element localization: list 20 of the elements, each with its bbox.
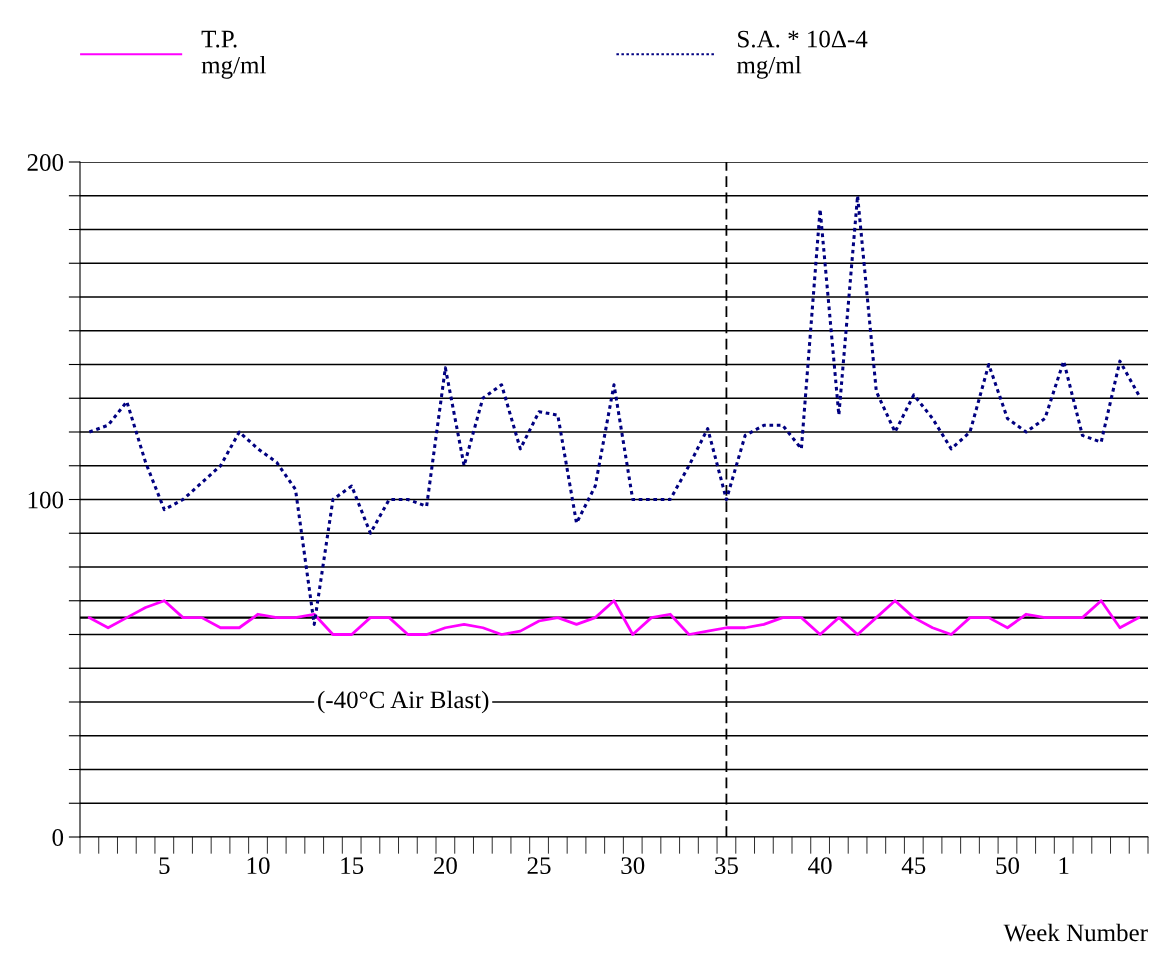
y-tick-label: 0 bbox=[52, 829, 64, 846]
x-tick-label: 45 bbox=[901, 857, 926, 875]
x-tick-label: 1 bbox=[1059, 857, 1069, 874]
x-tick-label: 10 bbox=[247, 857, 270, 875]
legend-label: T.P. mg/ml bbox=[201, 30, 266, 79]
x-tick-label: 25 bbox=[527, 857, 551, 875]
line-series bbox=[87, 599, 1141, 636]
x-tick-label: 35 bbox=[715, 857, 738, 875]
y-tick-label: 200 bbox=[27, 154, 64, 171]
annotation: (-40°C Air Blast) bbox=[318, 690, 489, 714]
x-tick-label: 20 bbox=[433, 857, 457, 875]
x-tick-label: 30 bbox=[621, 857, 645, 875]
line-series bbox=[87, 194, 1141, 626]
x-tick-label: 40 bbox=[808, 857, 832, 875]
x-tick-label: 50 bbox=[996, 857, 1020, 875]
x-axis-title: Week Number bbox=[1003, 923, 1148, 942]
x-tick-label: 5 bbox=[159, 857, 170, 875]
y-tick-label: 100 bbox=[28, 491, 64, 509]
legend-label: S.A. * 10Δ-4 mg/ml bbox=[736, 30, 868, 79]
x-tick-label: 15 bbox=[341, 857, 364, 875]
